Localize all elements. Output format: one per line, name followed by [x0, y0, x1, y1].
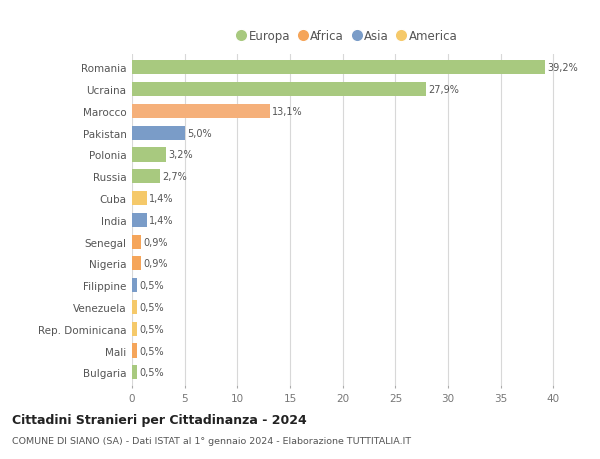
Text: 3,2%: 3,2% — [168, 150, 193, 160]
Text: 0,5%: 0,5% — [139, 368, 164, 377]
Text: 0,5%: 0,5% — [139, 280, 164, 291]
Text: 39,2%: 39,2% — [547, 63, 578, 73]
Text: 0,5%: 0,5% — [139, 346, 164, 356]
Bar — [132, 105, 270, 119]
Bar — [132, 83, 426, 97]
Bar — [132, 61, 545, 75]
Bar — [132, 235, 142, 249]
Text: 13,1%: 13,1% — [272, 106, 303, 117]
Text: 27,9%: 27,9% — [428, 85, 459, 95]
Text: 1,4%: 1,4% — [149, 215, 173, 225]
Bar — [132, 322, 137, 336]
Bar — [132, 170, 160, 184]
Text: 1,4%: 1,4% — [149, 194, 173, 204]
Text: COMUNE DI SIANO (SA) - Dati ISTAT al 1° gennaio 2024 - Elaborazione TUTTITALIA.I: COMUNE DI SIANO (SA) - Dati ISTAT al 1° … — [12, 436, 411, 445]
Bar — [132, 148, 166, 162]
Bar — [132, 300, 137, 314]
Text: 5,0%: 5,0% — [187, 129, 211, 138]
Text: 0,9%: 0,9% — [143, 259, 168, 269]
Bar — [132, 191, 147, 206]
Text: Cittadini Stranieri per Cittadinanza - 2024: Cittadini Stranieri per Cittadinanza - 2… — [12, 413, 307, 426]
Text: 0,5%: 0,5% — [139, 302, 164, 312]
Bar — [132, 213, 147, 227]
Text: 2,7%: 2,7% — [163, 172, 187, 182]
Bar — [132, 344, 137, 358]
Text: 0,9%: 0,9% — [143, 237, 168, 247]
Bar — [132, 126, 185, 140]
Bar — [132, 279, 137, 293]
Bar — [132, 365, 137, 380]
Bar — [132, 257, 142, 271]
Legend: Europa, Africa, Asia, America: Europa, Africa, Asia, America — [236, 28, 460, 45]
Text: 0,5%: 0,5% — [139, 324, 164, 334]
